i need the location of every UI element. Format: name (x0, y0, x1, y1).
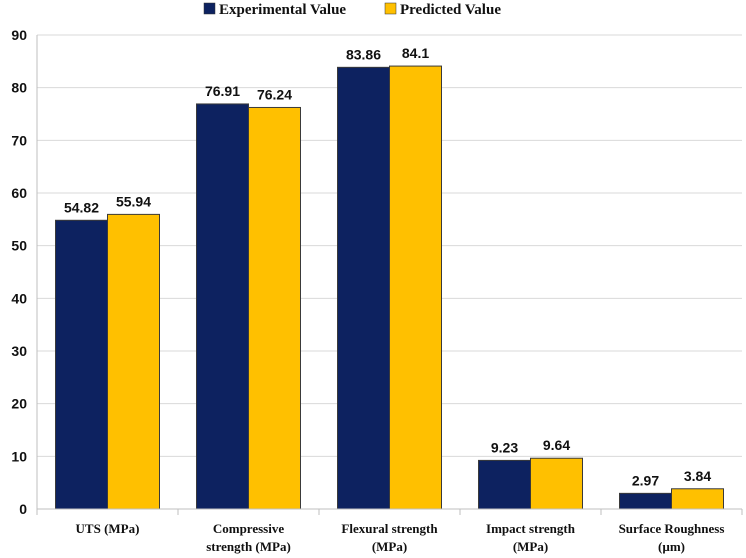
bar-experimental (196, 103, 249, 510)
data-label: 76.24 (257, 86, 292, 102)
y-tick-label: 60 (11, 185, 27, 201)
bar-predicted (248, 106, 301, 510)
y-axis-ticks: 0 10 20 30 40 50 60 70 80 90 (11, 27, 27, 517)
x-tick-label: strength (MPa) (206, 539, 291, 554)
x-tick-label: Compressive (213, 521, 284, 536)
y-tick-label: 90 (11, 27, 27, 43)
x-tick-label: Impact strength (486, 521, 576, 536)
x-tick-label: UTS (MPa) (76, 521, 140, 536)
x-tick-label: (MPa) (372, 539, 407, 554)
data-label: 9.64 (543, 437, 570, 453)
axes (36, 35, 743, 515)
bar-experimental (619, 492, 672, 510)
legend-label-experimental: Experimental Value (219, 2, 346, 18)
bar-experimental (337, 66, 390, 510)
bar-predicted (671, 488, 724, 510)
x-tick-label: Surface Roughness (619, 521, 725, 536)
bar-experimental (478, 459, 531, 510)
data-label: 3.84 (684, 468, 711, 484)
bar-experimental (55, 219, 108, 510)
data-labels: 54.82 55.94 76.91 76.24 83.86 84.1 9.23 9.64 2.9… (64, 45, 711, 488)
y-tick-label: 30 (11, 343, 27, 359)
y-tick-label: 20 (11, 396, 27, 412)
legend: Experimental Value Predicted Value (203, 2, 501, 18)
y-tick-label: 40 (11, 290, 27, 306)
legend-swatch-experimental (203, 2, 216, 15)
legend-label-predicted: Predicted Value (400, 2, 501, 18)
bars (55, 65, 724, 510)
y-tick-label: 80 (11, 80, 27, 96)
x-axis-ticks: UTS (MPa) Compressive strength (MPa) Flexur… (76, 521, 725, 554)
bar-predicted (107, 213, 160, 510)
bar-predicted (389, 65, 442, 510)
x-tick-label: (µm) (658, 539, 685, 554)
legend-swatch-predicted (384, 2, 397, 15)
data-label: 55.94 (116, 193, 151, 209)
y-tick-label: 70 (11, 132, 27, 148)
bar-predicted (530, 457, 583, 510)
data-label: 84.1 (402, 45, 429, 61)
y-tick-label: 0 (19, 501, 27, 517)
x-tick-label: (MPa) (513, 539, 548, 554)
data-label: 9.23 (491, 439, 518, 455)
data-label: 83.86 (346, 46, 381, 62)
data-label: 54.82 (64, 199, 99, 215)
y-tick-label: 50 (11, 238, 27, 254)
data-label: 76.91 (205, 83, 240, 99)
y-tick-label: 10 (11, 448, 27, 464)
x-tick-label: Flexural strength (341, 521, 438, 536)
data-label: 2.97 (632, 472, 659, 488)
